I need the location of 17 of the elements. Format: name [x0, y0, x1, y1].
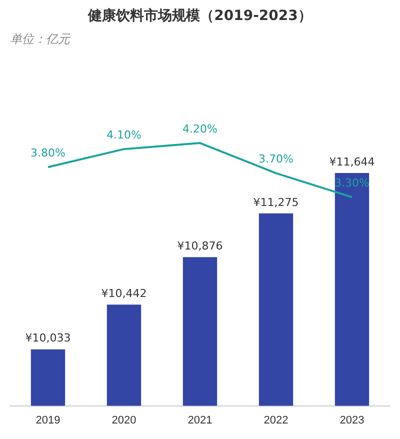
x-tick-label: 2023	[340, 414, 364, 426]
data-label: 4.10%	[106, 128, 142, 142]
data-label: ¥10,876	[177, 239, 223, 252]
data-label: 4.20%	[182, 122, 218, 136]
data-label: ¥11,275	[253, 196, 299, 209]
data-label: 3.80%	[30, 146, 66, 160]
x-tick-label: 2022	[264, 414, 288, 426]
x-tick-label: 2019	[36, 414, 60, 426]
data-label: ¥10,442	[101, 286, 147, 300]
chart-subtitle: 单位：亿元	[10, 32, 71, 46]
data-label: ¥11,644	[329, 155, 375, 168]
data-label: 3.70%	[258, 152, 294, 166]
x-tick-label: 2021	[188, 414, 212, 426]
data-label: ¥10,033	[25, 332, 71, 345]
data-label: 3.30%	[334, 176, 370, 190]
chart-title: 健康饮料市场规模（2019-2023）	[87, 7, 312, 24]
x-tick-label: 2020	[112, 414, 136, 426]
